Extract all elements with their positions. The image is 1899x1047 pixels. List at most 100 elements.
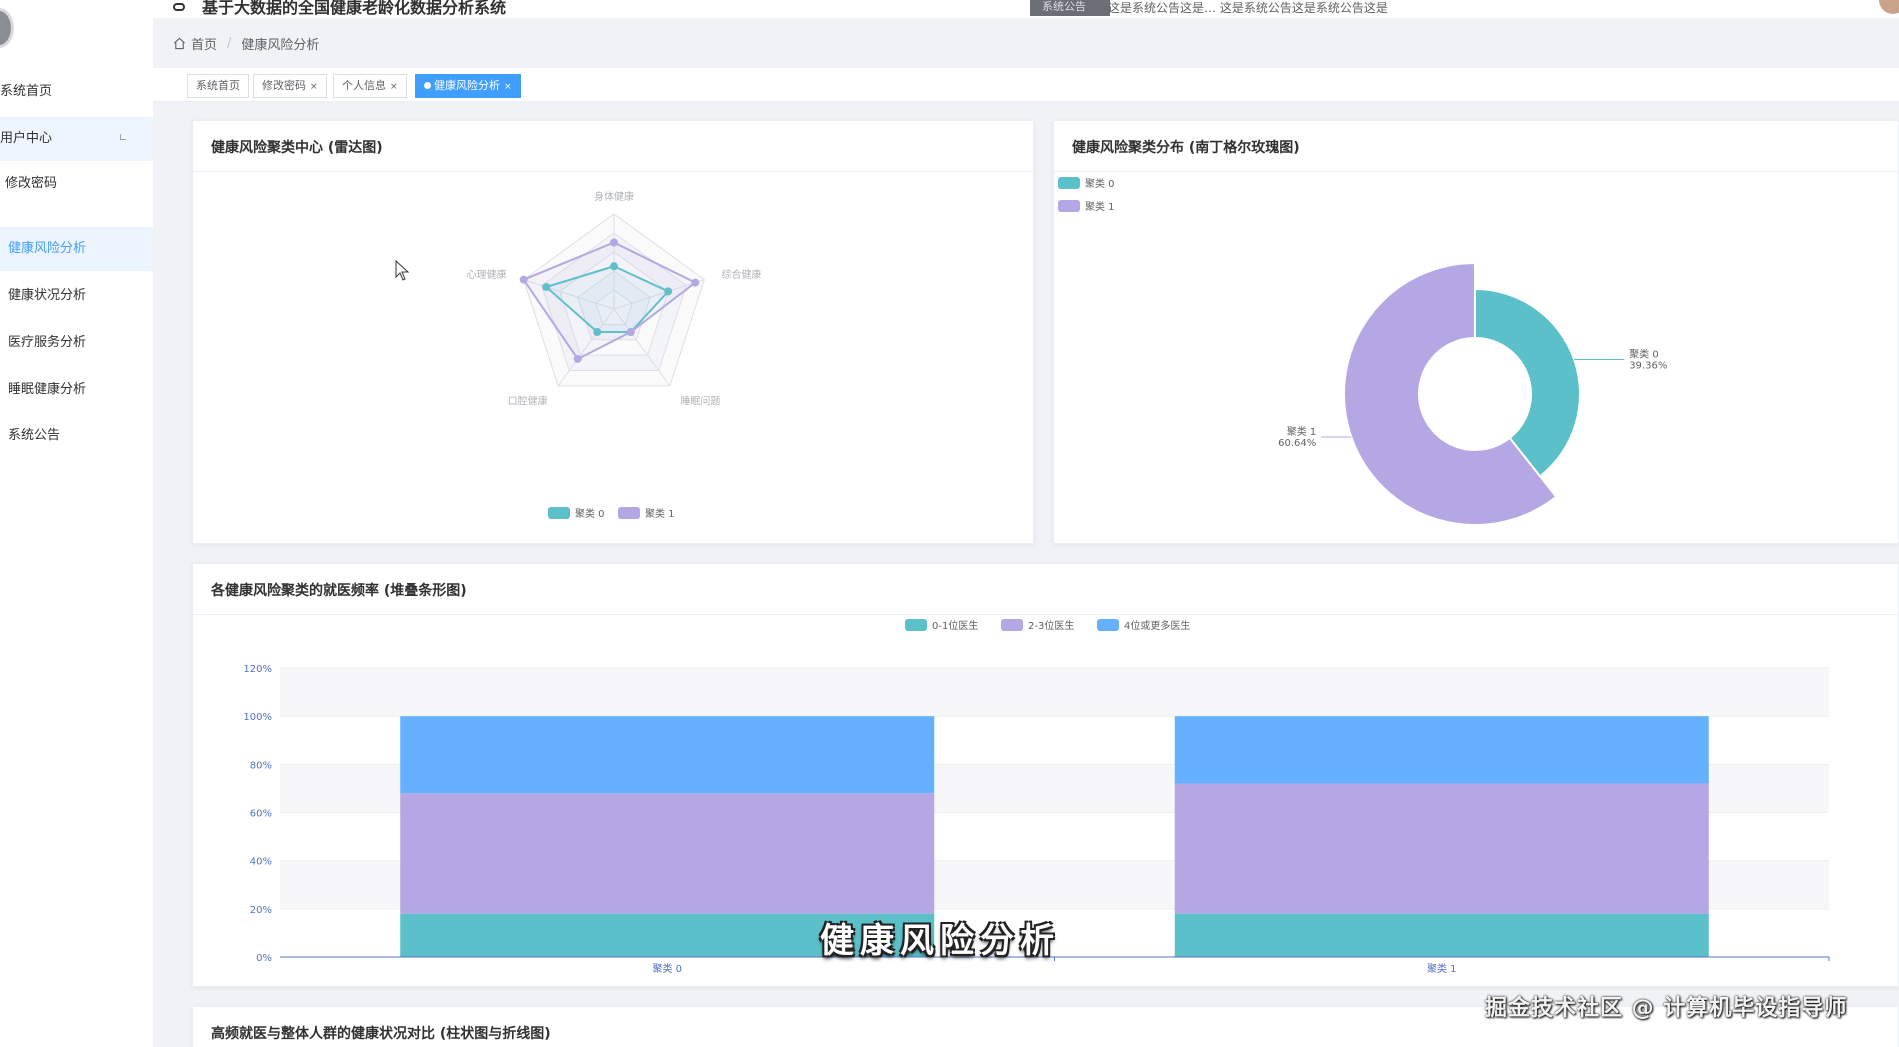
sidebar-item-sleep-health[interactable]: 睡眠健康分析 [8,382,87,397]
radar-point [610,262,618,271]
radar-indicator-label: 心理健康 [467,268,507,281]
rose-slice-1 [1343,262,1558,526]
card-title: 健康风险聚类中心 (雷达图) [211,140,383,156]
radar-point [519,275,528,284]
comparison-chart-card: 高频就医与整体人群的健康状况对比 (柱状图与折线图) [192,1006,1899,1047]
rose-chart-card: 健康风险聚类分布 (南丁格尔玫瑰图) 聚类 0 聚类 1 聚类 0 39.36% 聚类… [1053,120,1899,544]
rose-chart: 聚类 0聚类 1 聚类 039.36%聚类 160.64% [1058,177,1667,526]
y-tick-label: 20% [250,905,272,916]
sidebar-item-home[interactable]: 系统首页 [0,84,53,99]
bar-segment [1174,913,1709,957]
app-title: 基于大数据的全国健康老龄化数据分析系统 [202,0,507,17]
sidebar: 系统首页 用户中心 ∟ 修改密码 健康风险分析 健康状况分析 医疗服务分析 睡眠… [0,0,153,1047]
rose-label-percent: 60.64% [1278,438,1316,449]
radar-indicator-label: 身体健康 [594,190,634,203]
notice-label: 系统公告 [1030,0,1110,16]
bar-segment [400,913,935,957]
sidebar-item-user-center[interactable]: 用户中心 ∟ [0,117,153,161]
radar-series-0 [544,265,670,334]
y-tick-label: 0% [256,953,272,964]
legend-swatch [1058,200,1080,212]
sidebar-item-medical-service[interactable]: 医疗服务分析 [8,335,87,350]
radar-point [626,328,635,337]
legend-swatch [1097,619,1119,631]
tag-health-risk[interactable]: 健康风险分析 × [415,74,521,98]
tags-view: 系统首页 修改密码 × 个人信息 × 健康风险分析 × [153,68,1899,102]
active-dot-icon [424,82,431,89]
divider [1054,171,1898,172]
rose-label-percent: 39.36% [1629,361,1667,372]
sidebar-item-change-password[interactable]: 修改密码 [5,176,58,191]
bar-segment [1174,716,1709,784]
bar-segment [400,793,935,914]
legend-label: 聚类 0 [575,507,605,520]
radar-indicator-label: 综合健康 [721,268,761,281]
breadcrumb-home[interactable]: 首页 [191,38,218,53]
x-tick-label: 聚类 1 [1427,962,1457,975]
rose-slice-0 [1474,288,1581,478]
close-icon[interactable]: × [310,82,318,92]
radar-point [542,282,551,291]
stacked-bar-card: 各健康风险聚类的就医频率 (堆叠条形图) 0-1位医生 2-3位医生 4位或更多医生… [192,563,1899,987]
radar-axis-line [613,279,705,310]
grid-band [280,668,1829,717]
divider [193,171,1033,172]
mouse-cursor-icon [395,260,410,281]
y-tick-label: 100% [243,712,272,723]
close-icon[interactable]: × [390,82,398,92]
video-subtitle: 健康风险分析 [820,921,1060,961]
legend-label: 聚类 0 [1085,177,1115,190]
sidebar-toggle-icon[interactable] [173,3,185,11]
rose-label-name: 聚类 0 [1629,348,1659,361]
radar-indicator-label: 睡眠问题 [680,394,720,407]
y-tick-label: 60% [250,809,272,820]
radar-chart-card: 健康风险聚类中心 (雷达图) 身体健康综合健康睡眠问题 口腔健康 心理健康 聚类 0… [192,120,1034,544]
watermark: 掘金技术社区 @ 计算机毕设指导师 [1485,996,1848,1021]
legend-label: 聚类 1 [645,507,675,520]
user-avatar[interactable] [1879,0,1899,14]
breadcrumb: 首页 / 健康风险分析 [173,34,319,53]
y-tick-label: 40% [250,857,272,868]
radar-point [573,354,582,363]
legend-label: 2-3位医生 [1028,619,1074,632]
home-icon [174,37,185,50]
radar-point [610,238,618,247]
radar-point [593,328,602,337]
close-icon[interactable]: × [504,82,512,92]
bar-segment [1174,783,1709,914]
legend-swatch [1001,619,1023,631]
radar-series-1 [522,241,698,361]
chevron-up-icon: ∟ [118,133,127,144]
sidebar-item-health-status[interactable]: 健康状况分析 [8,288,87,303]
legend-swatch [618,507,640,519]
breadcrumb-separator: / [227,36,232,51]
breadcrumb-current: 健康风险分析 [241,38,320,53]
radar-axis-line [523,279,615,310]
avatar[interactable] [0,8,14,48]
rose-label-name: 聚类 1 [1287,425,1317,438]
x-tick-label: 聚类 0 [652,962,682,975]
radar-point [664,287,673,296]
legend-label: 4位或更多医生 [1124,619,1190,632]
bar-segment [400,716,935,794]
sidebar-item-notice[interactable]: 系统公告 [8,428,61,443]
header: 基于大数据的全国健康老龄化数据分析系统 系统公告 这是系统公告这是… 这是系统公… [153,0,1899,18]
card-title: 健康风险聚类分布 (南丁格尔玫瑰图) [1072,140,1300,156]
stacked-bar-chart: 0-1位医生 2-3位医生 4位或更多医生 0% 20% 40% 60% 80% 100% 12… [243,619,1830,975]
tag-profile[interactable]: 个人信息 × [333,74,407,98]
legend-swatch [1058,177,1080,189]
legend-label: 聚类 1 [1085,200,1115,213]
card-title: 各健康风险聚类的就医频率 (堆叠条形图) [211,583,467,599]
tag-home[interactable]: 系统首页 [187,74,249,98]
legend-swatch [905,619,927,631]
tag-change-password[interactable]: 修改密码 × [253,74,327,98]
notice-marquee[interactable]: 这是系统公告这是… 这是系统公告这是系统公告这是 [1108,1,1388,15]
divider [193,614,1898,615]
radar-indicator-label: 口腔健康 [508,394,548,407]
y-tick-label: 80% [250,760,272,771]
y-tick-label: 120% [243,664,272,675]
legend-swatch [548,507,570,519]
sidebar-item-health-risk[interactable]: 健康风险分析 [0,227,153,271]
radar-point [691,278,700,287]
